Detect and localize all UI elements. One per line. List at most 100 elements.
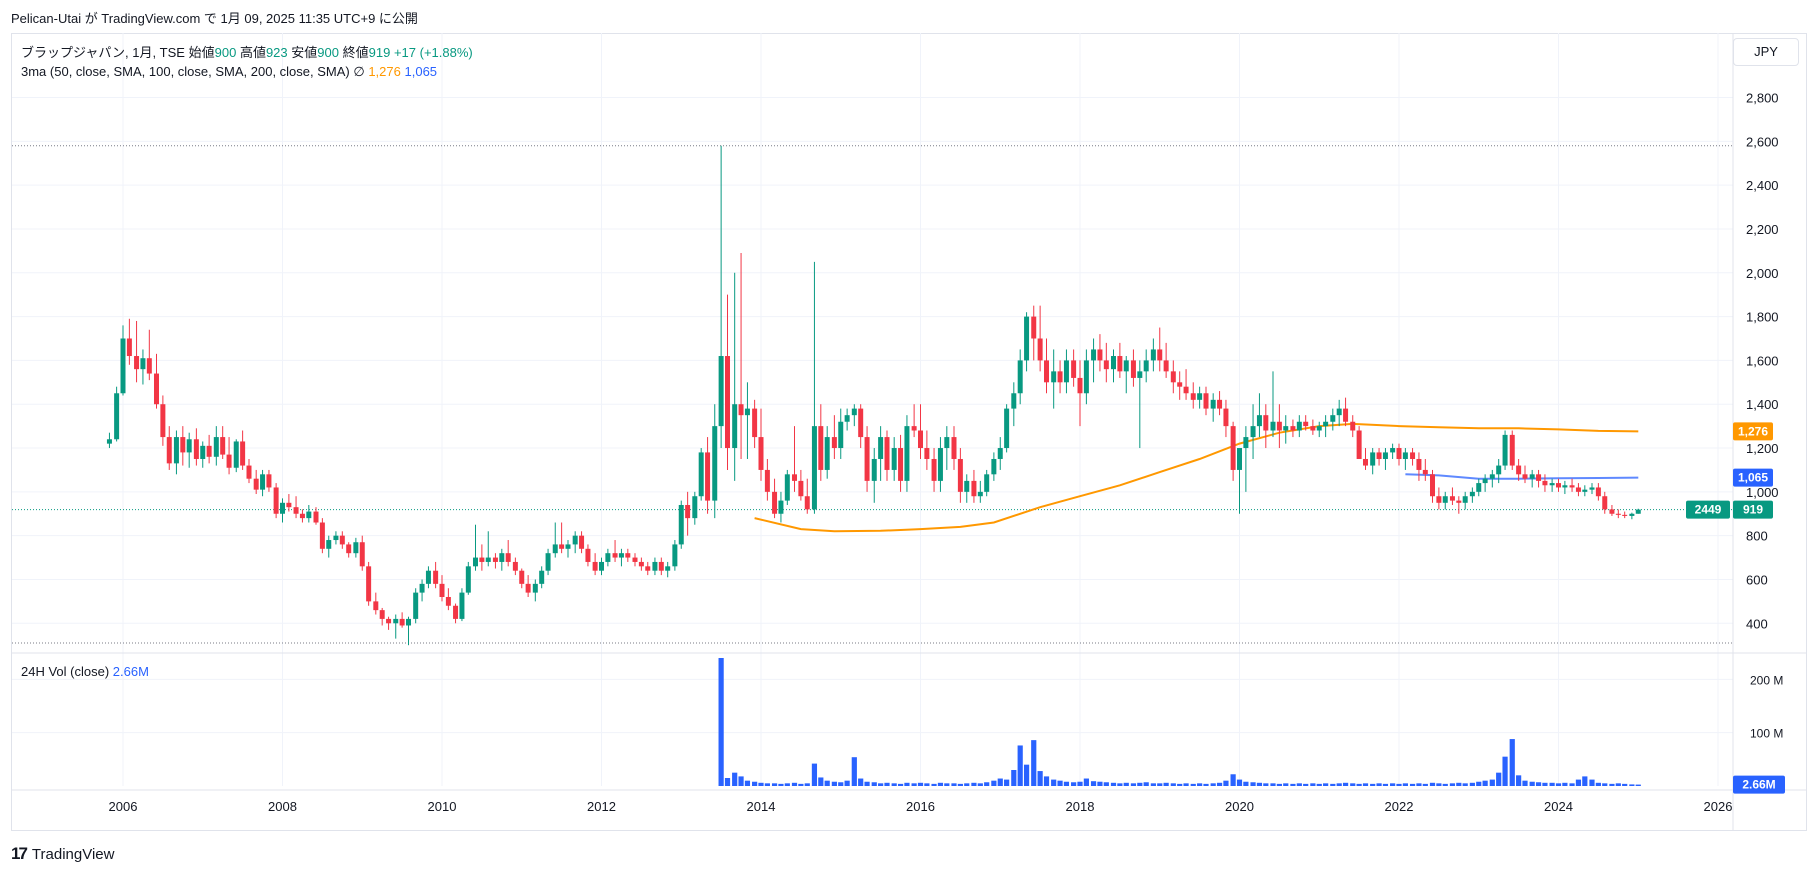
candle bbox=[485, 531, 491, 567]
candle bbox=[453, 603, 459, 624]
candle bbox=[1496, 458, 1502, 484]
candle-body bbox=[944, 437, 950, 449]
candle-body bbox=[579, 535, 585, 549]
volume-bar bbox=[758, 782, 764, 786]
currency-button[interactable]: JPY bbox=[1733, 38, 1799, 66]
candle bbox=[1230, 421, 1236, 481]
candle-body bbox=[1469, 491, 1475, 497]
candle bbox=[1330, 408, 1336, 431]
volume-bar bbox=[911, 783, 917, 786]
candle-body bbox=[871, 458, 877, 481]
volume-bar bbox=[752, 781, 758, 786]
volume-label[interactable]: 24H Vol (close) bbox=[21, 664, 110, 679]
volume-legend[interactable]: 24H Vol (close) 2.66M bbox=[21, 664, 149, 679]
candle bbox=[366, 561, 372, 606]
candle bbox=[811, 261, 817, 514]
candle-body bbox=[519, 570, 525, 584]
time-axis-tick: 2020 bbox=[1225, 799, 1254, 814]
candle bbox=[240, 430, 246, 470]
candle bbox=[1562, 480, 1568, 495]
candle bbox=[465, 561, 471, 595]
candle bbox=[804, 478, 810, 514]
ma-empty-value: ∅ bbox=[353, 64, 365, 79]
volume-bar bbox=[1103, 782, 1109, 786]
candle bbox=[1482, 474, 1488, 492]
candle-body bbox=[1629, 513, 1635, 516]
candle bbox=[319, 518, 325, 554]
candle bbox=[1083, 349, 1089, 405]
volume-bar bbox=[1150, 783, 1156, 786]
symbol-legend[interactable]: ブラップジャパン, 1月, TSE 始値900 高値923 安値900 終値91… bbox=[21, 42, 473, 61]
candle-body bbox=[1316, 426, 1322, 431]
candle bbox=[645, 561, 651, 576]
volume-bar bbox=[1090, 781, 1097, 786]
volume-bar bbox=[991, 780, 997, 786]
volume-bar bbox=[1482, 780, 1488, 786]
candle-body bbox=[1044, 360, 1050, 383]
ma-label[interactable]: 3ma (50, close, SMA, 100, close, SMA, 20… bbox=[21, 64, 350, 79]
candle-body bbox=[1303, 421, 1309, 427]
volume-bar bbox=[1203, 783, 1209, 786]
candle bbox=[738, 253, 744, 459]
candle bbox=[1410, 448, 1416, 466]
candle bbox=[772, 478, 778, 519]
candle bbox=[346, 542, 352, 558]
volume-bar bbox=[878, 783, 884, 786]
candle bbox=[1143, 349, 1149, 383]
volume-bar bbox=[1496, 772, 1502, 786]
candle bbox=[638, 557, 644, 571]
candle-body bbox=[791, 474, 797, 481]
candle-body bbox=[1390, 448, 1396, 453]
candle-body bbox=[1157, 349, 1163, 361]
candle bbox=[459, 588, 465, 622]
symbol-name[interactable]: ブラップジャパン, 1月, TSE bbox=[21, 45, 185, 60]
candle-body bbox=[1077, 377, 1083, 394]
candle bbox=[1542, 474, 1548, 492]
candle-body bbox=[1622, 514, 1628, 516]
candle-body bbox=[1476, 483, 1482, 492]
candle-body bbox=[505, 553, 511, 562]
candle bbox=[784, 469, 790, 505]
candle bbox=[678, 500, 684, 549]
candle-body bbox=[997, 448, 1003, 459]
candle-body bbox=[1103, 360, 1109, 370]
volume-bar bbox=[1609, 783, 1615, 786]
candle bbox=[1163, 342, 1169, 378]
tradingview-footer[interactable]: 17 TradingView bbox=[11, 844, 114, 864]
candle bbox=[1091, 338, 1097, 383]
candle bbox=[1396, 443, 1402, 466]
volume-bar bbox=[778, 783, 784, 786]
volume-bar bbox=[1236, 779, 1243, 786]
volume-bar bbox=[897, 783, 904, 786]
volume-tag-bg bbox=[1733, 775, 1785, 794]
ma-legend[interactable]: 3ma (50, close, SMA, 100, close, SMA, 20… bbox=[21, 64, 437, 80]
candle bbox=[1290, 419, 1296, 438]
candle bbox=[220, 426, 226, 459]
volume-bar bbox=[944, 783, 950, 786]
volume-bar bbox=[964, 783, 970, 786]
candle-body bbox=[672, 544, 678, 567]
candle-body bbox=[399, 618, 405, 626]
candle bbox=[160, 395, 166, 446]
price-axis-tick: 2,200 bbox=[1746, 222, 1779, 237]
volume-bar bbox=[1356, 783, 1362, 786]
candle-body bbox=[1051, 371, 1057, 383]
volume-bar bbox=[1390, 783, 1396, 786]
volume-bar bbox=[738, 776, 744, 786]
volume-bar bbox=[984, 782, 990, 786]
volume-bar bbox=[784, 783, 790, 786]
candle-body bbox=[638, 561, 644, 567]
candle bbox=[658, 557, 664, 576]
candle bbox=[359, 535, 365, 571]
volume-bar bbox=[1004, 779, 1010, 786]
volume-bar bbox=[1376, 783, 1382, 786]
candle-body bbox=[1635, 509, 1641, 514]
candle bbox=[339, 531, 345, 549]
volume-bar bbox=[937, 782, 944, 786]
candle bbox=[306, 504, 312, 523]
candle-body bbox=[1350, 421, 1356, 431]
volume-bar bbox=[1023, 764, 1030, 786]
candle-body bbox=[752, 408, 758, 438]
candle bbox=[1170, 360, 1176, 394]
